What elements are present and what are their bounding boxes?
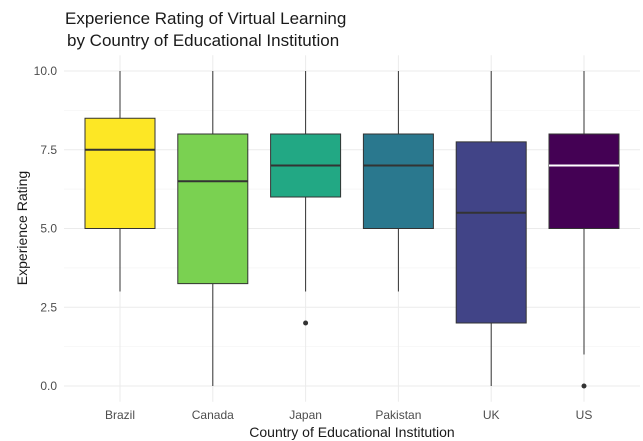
x-tick-label: US xyxy=(576,408,593,422)
y-tick-label: 0.0 xyxy=(40,379,57,393)
x-axis-title: Country of Educational Institution xyxy=(249,424,454,440)
chart-title-line-1: Experience Rating of Virtual Learning xyxy=(65,9,346,28)
box-uk xyxy=(455,141,527,324)
box-series xyxy=(84,71,620,389)
chart-title-line-2: by Country of Educational Institution xyxy=(67,31,339,50)
y-axis-title: Experience Rating xyxy=(14,171,30,285)
x-tick-label: Canada xyxy=(192,408,234,422)
y-tick-label: 2.5 xyxy=(40,300,57,314)
outlier-point-japan xyxy=(303,320,309,326)
y-axis-ticks: 0.0 2.5 5.0 7.5 10.0 xyxy=(34,64,58,393)
x-tick-label: Pakistan xyxy=(375,408,421,422)
x-tick-label: UK xyxy=(483,408,500,422)
outlier-point-us xyxy=(581,383,587,389)
y-tick-label: 10.0 xyxy=(34,64,58,78)
box-canada xyxy=(177,133,249,285)
x-tick-label: Japan xyxy=(289,408,322,422)
box-us xyxy=(548,133,620,229)
box-pakistan xyxy=(362,133,434,229)
box-brazil xyxy=(84,117,156,229)
y-tick-label: 7.5 xyxy=(40,143,57,157)
x-tick-label: Brazil xyxy=(105,408,135,422)
y-tick-label: 5.0 xyxy=(40,222,57,236)
x-axis-ticks: Brazil Canada Japan Pakistan UK US xyxy=(105,408,592,422)
